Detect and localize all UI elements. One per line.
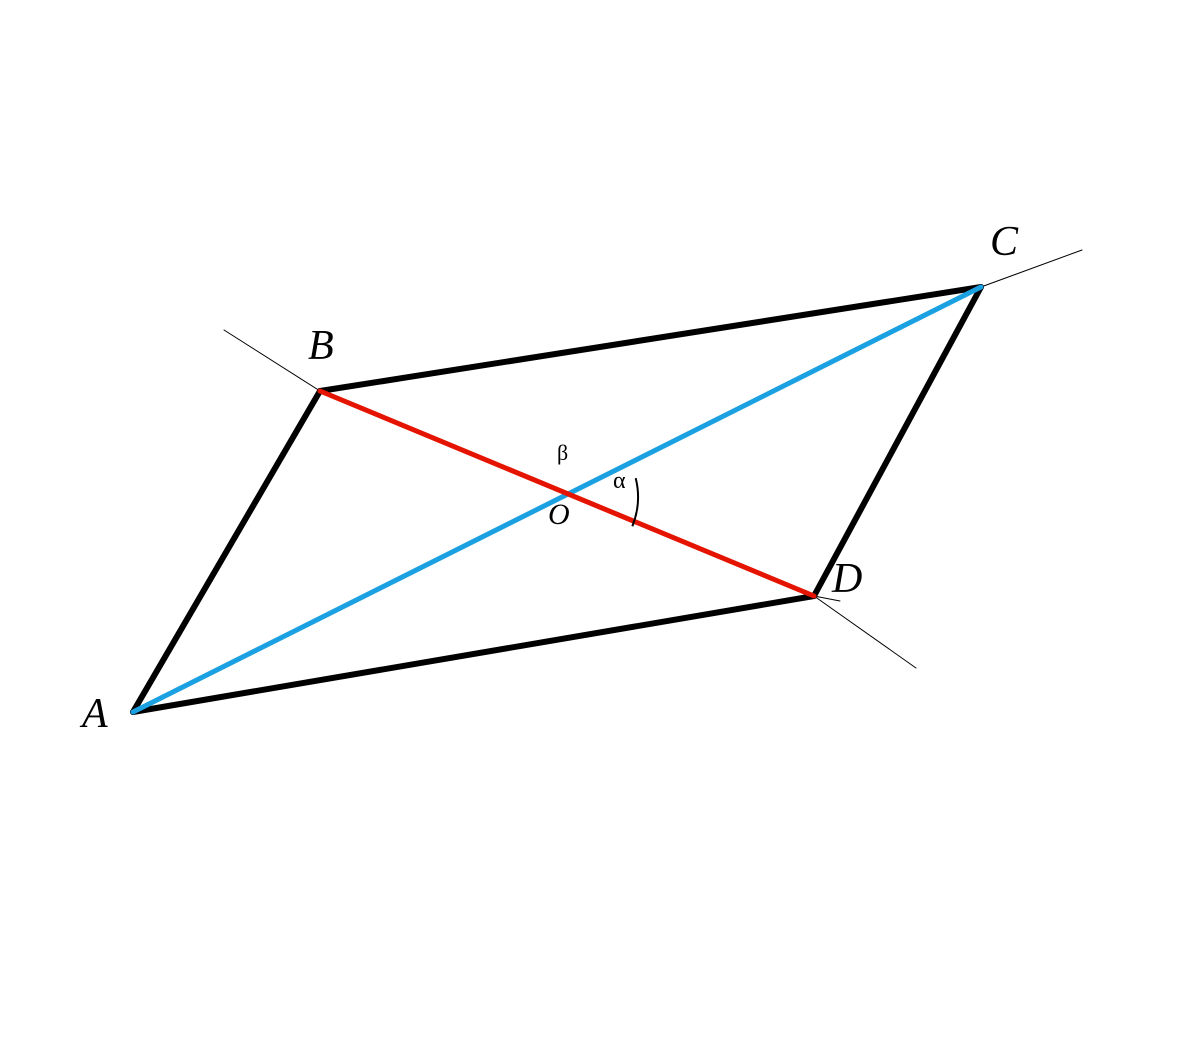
vertex-label-c: C <box>990 218 1018 266</box>
extension-ext-B <box>224 330 320 391</box>
edge-CD <box>814 287 981 596</box>
vertex-label-d: D <box>832 555 862 603</box>
vertex-label-o: O <box>548 498 570 532</box>
angle-label-beta: β <box>557 440 568 466</box>
diagonal-BD <box>320 391 814 596</box>
edge-DA <box>133 596 814 712</box>
angle-label-alpha: α <box>613 468 626 495</box>
vertex-label-b: B <box>308 322 334 370</box>
extension-ext-D-right <box>814 596 916 668</box>
vertex-label-a: A <box>82 690 108 738</box>
parallelogram-diagram <box>0 0 1200 1050</box>
